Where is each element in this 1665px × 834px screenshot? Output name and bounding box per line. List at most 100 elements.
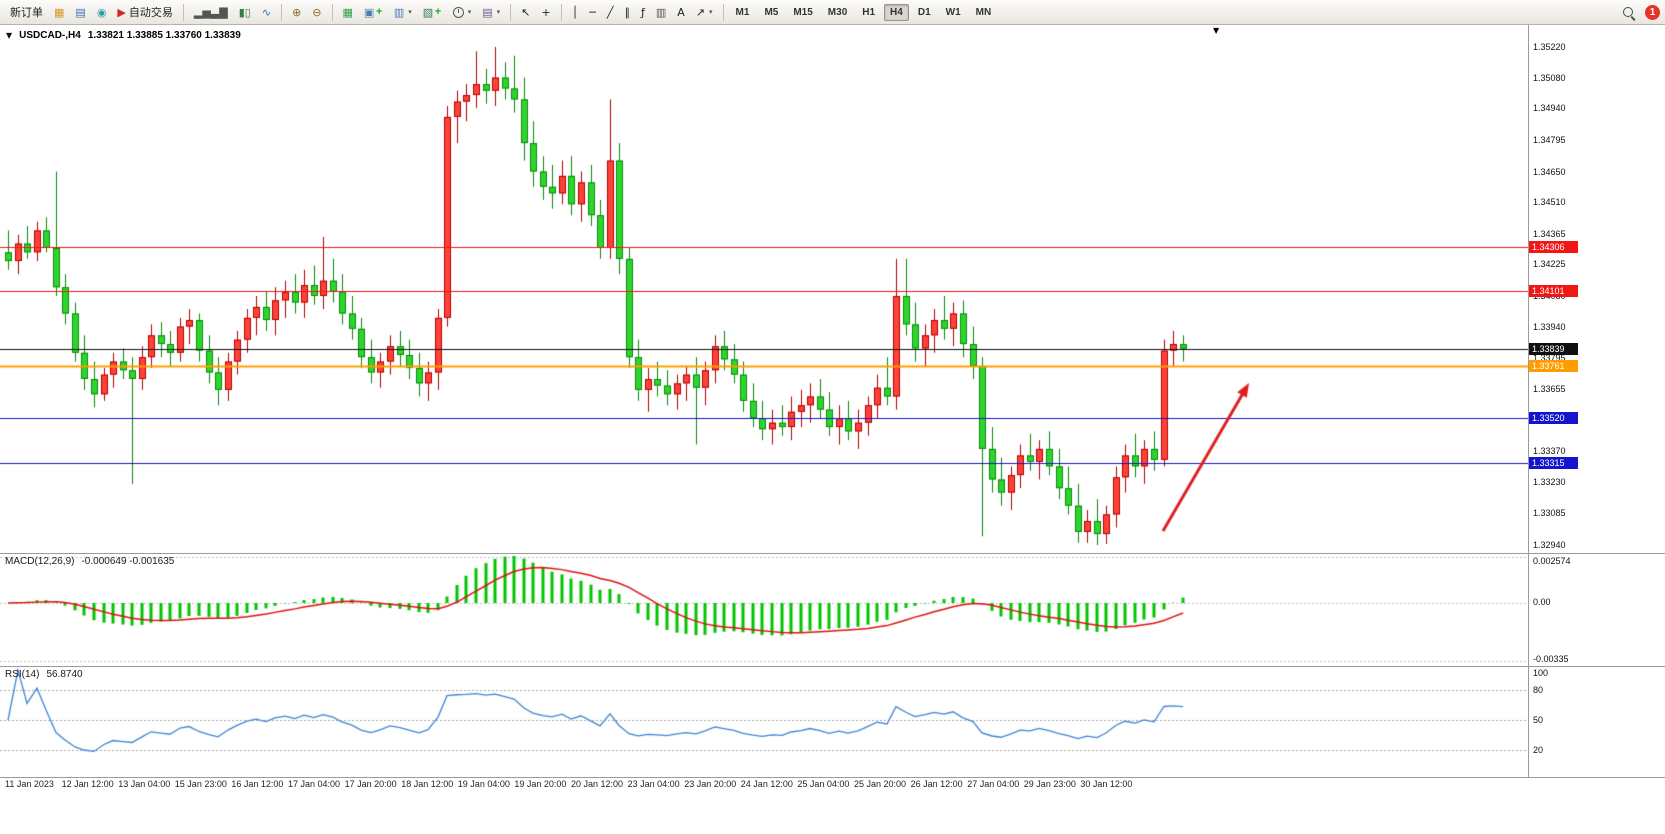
time-axis-label: 23 Jan 20:00 xyxy=(684,779,737,789)
cursor-button[interactable]: ↖ xyxy=(516,2,535,23)
text-label-icon: A xyxy=(677,5,685,19)
toolbar-separator xyxy=(182,3,184,21)
time-axis-label: 20 Jan 12:00 xyxy=(571,779,624,789)
timeframe-h1-button[interactable]: H1 xyxy=(862,6,876,18)
line-chart-button[interactable]: ∿ xyxy=(257,2,276,23)
price-axis-label: 1.35080 xyxy=(1533,73,1566,83)
text-label-button[interactable]: A xyxy=(672,2,690,23)
price-line-badge: 1.33761 xyxy=(1529,360,1578,372)
search-icon[interactable] xyxy=(1622,6,1636,20)
fibonacci-icon: ƒ xyxy=(640,5,645,19)
timeframe-d1-button[interactable]: D1 xyxy=(917,6,931,18)
new-chart-button[interactable]: ▣ + xyxy=(359,2,388,23)
rsi-axis-label: 100 xyxy=(1533,668,1549,678)
rsi-name-label: RSI(14) xyxy=(5,669,40,680)
price-line-badge: 1.33839 xyxy=(1529,343,1578,355)
time-axis-label: 29 Jan 23:00 xyxy=(1023,779,1076,789)
candlestick-chart-button[interactable]: ▮▯ xyxy=(234,2,256,23)
timeframe-m30-button[interactable]: M30 xyxy=(827,6,848,18)
price-axis-label: 1.33655 xyxy=(1533,384,1566,394)
vertical-line-button[interactable]: │ xyxy=(567,2,584,23)
timeframe-m5-button[interactable]: M5 xyxy=(764,6,779,18)
plus-icon: + xyxy=(434,6,442,17)
price-axis-label: 1.34510 xyxy=(1533,197,1566,207)
terminal-button[interactable]: ◉ xyxy=(92,2,112,23)
time-axis-label: 23 Jan 04:00 xyxy=(627,779,680,789)
price-axis-label: 1.34365 xyxy=(1533,229,1566,239)
price-line-badge: 1.33315 xyxy=(1529,457,1578,469)
navigator-icon: ▤ xyxy=(75,5,86,19)
panel-separator[interactable] xyxy=(0,666,1665,667)
arrow-objects-icon: ↗ xyxy=(695,5,706,19)
equidistant-channel-button[interactable]: ∥ xyxy=(619,2,635,23)
equidistant-channel-icon: ∥ xyxy=(624,5,630,19)
price-axis-label: 1.33370 xyxy=(1533,446,1566,456)
toolbar-separator xyxy=(560,3,562,21)
tile-windows-button[interactable]: ▦ xyxy=(338,2,358,23)
timeframe-mn-button[interactable]: MN xyxy=(975,6,992,18)
macd-axis-label: 0.002574 xyxy=(1533,556,1571,566)
bar-chart-button[interactable]: ▂▅▃▇ xyxy=(189,2,233,23)
timeframe-m1-button[interactable]: M1 xyxy=(735,6,750,18)
price-axis-label: 1.34795 xyxy=(1533,135,1566,145)
zoom-in-button[interactable]: ⊕ xyxy=(287,2,306,23)
dropdown-caret-icon: ▾ xyxy=(467,8,472,16)
price-line-badge: 1.34101 xyxy=(1529,285,1578,297)
new-chart-icon: ▣ xyxy=(363,5,375,19)
toolbar-separator xyxy=(281,3,283,21)
toolbar-separator xyxy=(510,3,512,21)
templates-icon: ▤ xyxy=(482,5,493,19)
new-order-button[interactable]: 新订单 xyxy=(5,2,48,23)
rsi-values-label: 56.8740 xyxy=(46,669,83,680)
indicators-icon: ▧ xyxy=(422,5,434,19)
candlestick-chart-icon: ▮▯ xyxy=(238,5,251,19)
indicators-button[interactable]: ▧ + xyxy=(418,2,447,23)
time-axis-label: 25 Jan 20:00 xyxy=(854,779,907,789)
time-axis-label: 16 Jan 12:00 xyxy=(231,779,284,789)
price-axis-border xyxy=(1528,25,1529,777)
crosshair-button[interactable]: + xyxy=(536,2,555,23)
price-axis-label: 1.32940 xyxy=(1533,540,1566,550)
timeframe-w1-button[interactable]: W1 xyxy=(945,6,961,18)
arrow-objects-button[interactable]: ↗ ▾ xyxy=(691,2,718,23)
ohlc-values-label: 1.33821 1.33885 1.33760 1.33839 xyxy=(87,30,241,41)
trendline-button[interactable]: ╱ xyxy=(602,2,619,23)
panel-separator[interactable] xyxy=(0,553,1665,554)
time-axis-label: 12 Jan 12:00 xyxy=(61,779,114,789)
periods-button[interactable]: ▾ xyxy=(448,2,477,23)
time-axis-label: 18 Jan 12:00 xyxy=(401,779,454,789)
panel-separator[interactable] xyxy=(0,777,1665,778)
time-axis-label: 15 Jan 23:00 xyxy=(174,779,227,789)
navigator-button[interactable]: ▤ xyxy=(70,2,90,23)
templates-button[interactable]: ▤ ▾ xyxy=(477,2,505,23)
price-axis-label: 1.33940 xyxy=(1533,322,1566,332)
price-axis-label: 1.34225 xyxy=(1533,259,1566,269)
terminal-icon: ◉ xyxy=(96,5,107,19)
horizontal-line-button[interactable]: ─ xyxy=(584,2,601,23)
line-chart-icon: ∿ xyxy=(261,5,272,19)
cycle-lines-icon: ▥ xyxy=(655,5,667,19)
zoom-out-button[interactable]: ⊖ xyxy=(307,2,326,23)
fibonacci-button[interactable]: ƒ xyxy=(636,2,650,23)
notification-badge[interactable]: 1 xyxy=(1645,5,1660,20)
profiles-button[interactable]: ▥ ▾ xyxy=(389,2,417,23)
chart-shift-marker[interactable]: ▼ xyxy=(1213,26,1220,35)
autotrading-button[interactable]: ▶ 自动交易 xyxy=(112,2,177,23)
dropdown-caret-icon: ▾ xyxy=(709,8,713,16)
time-axis-label: 11 Jan 2023 xyxy=(5,779,54,789)
one-click-trading-toggle[interactable]: ▼ xyxy=(6,31,13,40)
periods-icon xyxy=(452,6,464,18)
toolbar-separator xyxy=(722,3,724,21)
market-watch-button[interactable]: ▦ xyxy=(49,2,69,23)
price-axis-label: 1.34650 xyxy=(1533,167,1566,177)
cycle-lines-button[interactable]: ▥ xyxy=(651,2,671,23)
timeframe-m15-button[interactable]: M15 xyxy=(793,6,813,18)
plus-icon: + xyxy=(375,6,383,17)
time-axis-label: 30 Jan 12:00 xyxy=(1080,779,1133,789)
chart-header: ▼ USDCAD-,H4 1.33821 1.33885 1.33760 1.3… xyxy=(6,30,241,41)
timeframe-h4-button[interactable]: H4 xyxy=(884,3,909,21)
time-axis-label: 27 Jan 04:00 xyxy=(967,779,1020,789)
time-axis-label: 17 Jan 20:00 xyxy=(344,779,397,789)
time-axis-label: 24 Jan 12:00 xyxy=(740,779,793,789)
